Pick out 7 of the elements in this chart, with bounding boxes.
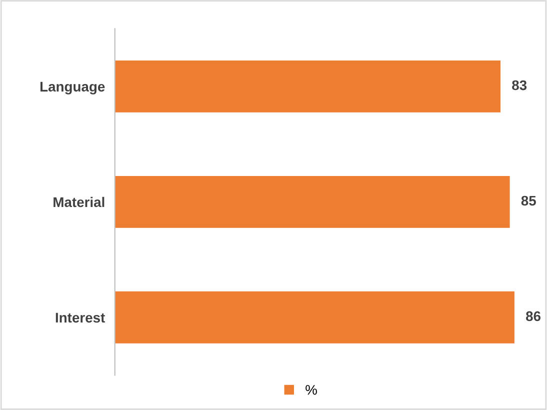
y-tick-label: Language: [40, 82, 105, 94]
data-label: 83: [512, 80, 527, 90]
data-label: 86: [526, 311, 540, 322]
y-tick-label: Interest: [56, 312, 105, 323]
data-label: 85: [521, 196, 536, 206]
y-tick-label: Material: [54, 196, 104, 208]
legend-label: %: [306, 384, 317, 395]
